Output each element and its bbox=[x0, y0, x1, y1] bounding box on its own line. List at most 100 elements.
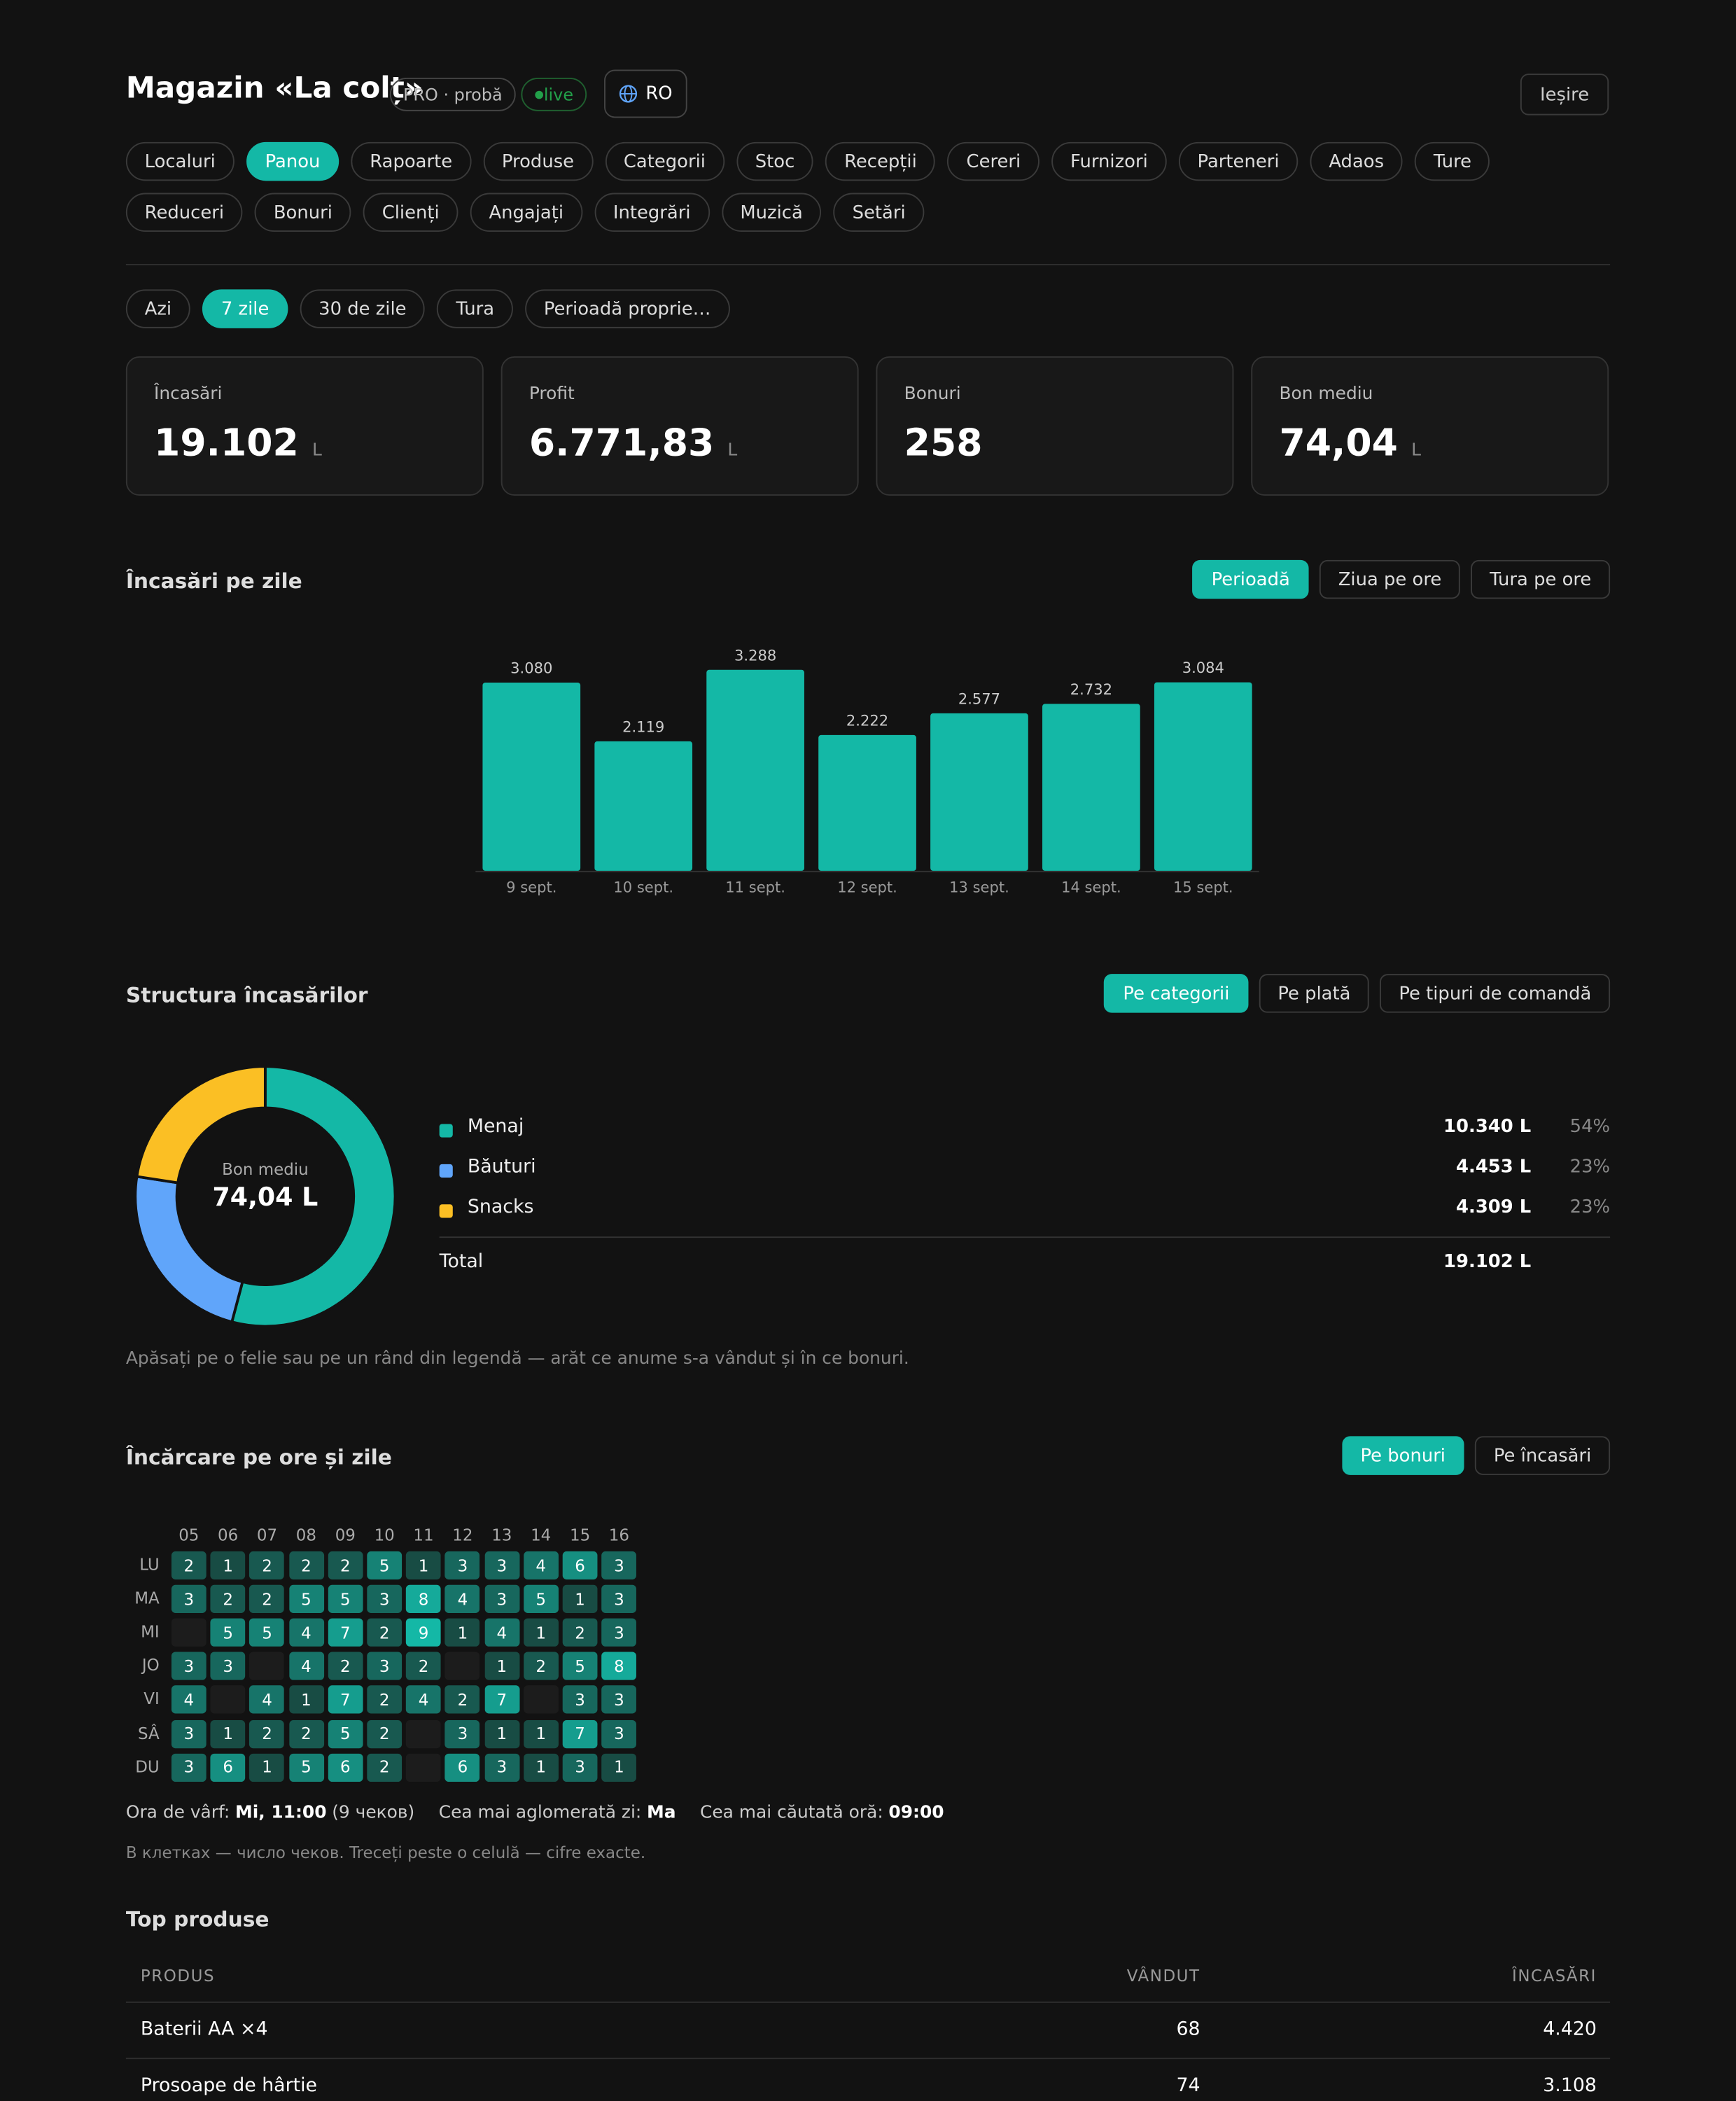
heatmap-cell[interactable]: 5 bbox=[249, 1618, 285, 1647]
heatmap-cell[interactable]: 2 bbox=[249, 1551, 285, 1580]
heatmap-cell[interactable]: 3 bbox=[484, 1584, 519, 1614]
heatmap-cell[interactable]: 6 bbox=[328, 1753, 363, 1782]
heatmap-cell[interactable]: 3 bbox=[601, 1551, 637, 1580]
heatmap-cell[interactable]: 3 bbox=[484, 1753, 519, 1782]
heatmap-cell[interactable]: 3 bbox=[562, 1686, 598, 1715]
logout-button[interactable]: Ieșire bbox=[1520, 74, 1609, 116]
nav-tab[interactable]: Adaos bbox=[1310, 141, 1403, 181]
heatmap-cell[interactable]: 5 bbox=[288, 1584, 324, 1614]
heatmap-cell[interactable]: 5 bbox=[523, 1584, 559, 1614]
heatmap-cell[interactable]: 1 bbox=[249, 1753, 285, 1782]
heatmap-cell[interactable]: 1 bbox=[445, 1618, 480, 1647]
nav-tab[interactable]: Recepții bbox=[825, 141, 936, 181]
nav-tab[interactable]: Cereri bbox=[947, 141, 1040, 181]
view-button[interactable]: Pe categorii bbox=[1104, 974, 1249, 1013]
heatmap-cell[interactable]: 2 bbox=[249, 1584, 285, 1614]
period-tab[interactable]: 7 zile bbox=[202, 289, 288, 328]
heatmap-cell[interactable]: 3 bbox=[367, 1584, 402, 1614]
legend-label[interactable]: Menaj bbox=[467, 1116, 524, 1138]
heatmap-cell[interactable]: 1 bbox=[484, 1719, 519, 1748]
heatmap-cell[interactable]: 5 bbox=[210, 1618, 246, 1647]
heatmap-cell[interactable]: 7 bbox=[562, 1719, 598, 1748]
heatmap-cell[interactable]: 3 bbox=[445, 1719, 480, 1748]
heatmap-cell[interactable]: 3 bbox=[601, 1686, 637, 1715]
heatmap-cell[interactable]: 1 bbox=[601, 1753, 637, 1782]
heatmap-cell[interactable]: 3 bbox=[562, 1753, 598, 1782]
heatmap-cell[interactable]: 1 bbox=[523, 1618, 559, 1647]
heatmap-cell[interactable]: 6 bbox=[445, 1753, 480, 1782]
heatmap-cell[interactable]: 3 bbox=[601, 1719, 637, 1748]
heatmap-cell[interactable]: 1 bbox=[523, 1719, 559, 1748]
heatmap-cell[interactable]: 2 bbox=[367, 1618, 402, 1647]
nav-tab[interactable]: Categorii bbox=[605, 141, 724, 181]
nav-tab[interactable]: Stoc bbox=[736, 141, 814, 181]
heatmap-cell[interactable]: 2 bbox=[523, 1652, 559, 1681]
legend-label[interactable]: Băuturi bbox=[467, 1156, 536, 1178]
heatmap-cell[interactable]: 3 bbox=[367, 1652, 402, 1681]
heatmap-cell[interactable]: 3 bbox=[210, 1652, 246, 1681]
heatmap-cell[interactable]: 2 bbox=[367, 1753, 402, 1782]
legend-swatch[interactable] bbox=[439, 1124, 453, 1138]
heatmap-cell[interactable]: 3 bbox=[171, 1753, 206, 1782]
nav-tab[interactable]: Produse bbox=[483, 141, 593, 181]
heatmap-cell[interactable]: 3 bbox=[171, 1584, 206, 1614]
heatmap-cell[interactable]: 6 bbox=[210, 1753, 246, 1782]
view-button[interactable]: Tura pe ore bbox=[1471, 559, 1611, 599]
heatmap-cell[interactable]: 1 bbox=[562, 1584, 598, 1614]
legend-label[interactable]: Snacks bbox=[467, 1196, 534, 1218]
heatmap-cell[interactable]: 4 bbox=[288, 1652, 324, 1681]
heatmap-cell[interactable]: 7 bbox=[328, 1618, 363, 1647]
heatmap-cell[interactable]: 3 bbox=[601, 1584, 637, 1614]
heatmap-cell[interactable]: 2 bbox=[328, 1551, 363, 1580]
heatmap-cell[interactable]: 6 bbox=[562, 1551, 598, 1580]
period-tab[interactable]: 30 de zile bbox=[300, 289, 426, 328]
period-tab[interactable]: Perioadă proprie… bbox=[525, 289, 730, 328]
heatmap-cell[interactable]: 1 bbox=[523, 1753, 559, 1782]
heatmap-cell[interactable]: 3 bbox=[171, 1652, 206, 1681]
nav-tab[interactable]: Setări bbox=[833, 193, 925, 232]
nav-tab[interactable]: Ture bbox=[1415, 141, 1490, 181]
heatmap-cell[interactable]: 3 bbox=[601, 1618, 637, 1647]
heatmap-cell[interactable]: 1 bbox=[484, 1652, 519, 1681]
nav-tab[interactable]: Clienți bbox=[363, 193, 458, 232]
period-tab[interactable]: Azi bbox=[125, 289, 190, 328]
period-tab[interactable]: Tura bbox=[437, 289, 513, 328]
heatmap-cell[interactable]: 2 bbox=[406, 1652, 441, 1681]
heatmap-cell[interactable]: 5 bbox=[328, 1584, 363, 1614]
heatmap-cell[interactable]: 4 bbox=[406, 1686, 441, 1715]
heatmap-cell[interactable]: 7 bbox=[484, 1686, 519, 1715]
heatmap-cell[interactable]: 2 bbox=[562, 1618, 598, 1647]
nav-tab[interactable]: Reduceri bbox=[125, 193, 243, 232]
heatmap-cell[interactable]: 9 bbox=[406, 1618, 441, 1647]
heatmap-cell[interactable]: 4 bbox=[249, 1686, 285, 1715]
nav-tab[interactable]: Muzică bbox=[721, 193, 822, 232]
view-button[interactable]: Ziua pe ore bbox=[1319, 559, 1461, 599]
heatmap-cell[interactable]: 2 bbox=[367, 1686, 402, 1715]
heatmap-cell[interactable]: 3 bbox=[171, 1719, 206, 1748]
heatmap-cell[interactable]: 3 bbox=[445, 1551, 480, 1580]
heatmap-cell[interactable]: 5 bbox=[562, 1652, 598, 1681]
heatmap-cell[interactable]: 4 bbox=[171, 1686, 206, 1715]
heatmap-cell[interactable]: 2 bbox=[328, 1652, 363, 1681]
heatmap-cell[interactable]: 4 bbox=[484, 1618, 519, 1647]
heatmap-cell[interactable]: 1 bbox=[210, 1551, 246, 1580]
view-button[interactable]: Pe tipuri de comandă bbox=[1380, 974, 1611, 1013]
heatmap-cell[interactable]: 2 bbox=[288, 1551, 324, 1580]
heatmap-cell[interactable]: 8 bbox=[406, 1584, 441, 1614]
nav-tab[interactable]: Panou bbox=[246, 141, 340, 181]
nav-tab[interactable]: Localuri bbox=[125, 141, 234, 181]
nav-tab[interactable]: Integrări bbox=[594, 193, 710, 232]
nav-tab[interactable]: Parteneri bbox=[1178, 141, 1298, 181]
heatmap-cell[interactable]: 5 bbox=[328, 1719, 363, 1748]
heatmap-cell[interactable]: 1 bbox=[288, 1686, 324, 1715]
nav-tab[interactable]: Rapoarte bbox=[351, 141, 471, 181]
view-button[interactable]: Pe bonuri bbox=[1341, 1436, 1464, 1475]
heatmap-cell[interactable]: 7 bbox=[328, 1686, 363, 1715]
heatmap-cell[interactable]: 2 bbox=[288, 1719, 324, 1748]
language-button[interactable]: RO bbox=[604, 69, 687, 118]
heatmap-cell[interactable]: 2 bbox=[445, 1686, 480, 1715]
heatmap-cell[interactable]: 1 bbox=[406, 1551, 441, 1580]
view-button[interactable]: Pe plată bbox=[1259, 974, 1370, 1013]
nav-tab[interactable]: Furnizori bbox=[1051, 141, 1167, 181]
heatmap-cell[interactable]: 3 bbox=[484, 1551, 519, 1580]
